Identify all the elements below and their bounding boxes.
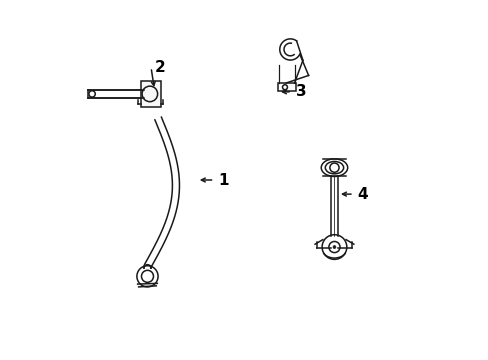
Text: 4: 4 — [357, 186, 367, 202]
Text: 1: 1 — [218, 172, 228, 188]
Circle shape — [332, 246, 335, 248]
Bar — [141, 81, 160, 107]
Text: 3: 3 — [295, 84, 305, 99]
Text: 2: 2 — [154, 60, 165, 75]
Bar — [278, 83, 296, 91]
